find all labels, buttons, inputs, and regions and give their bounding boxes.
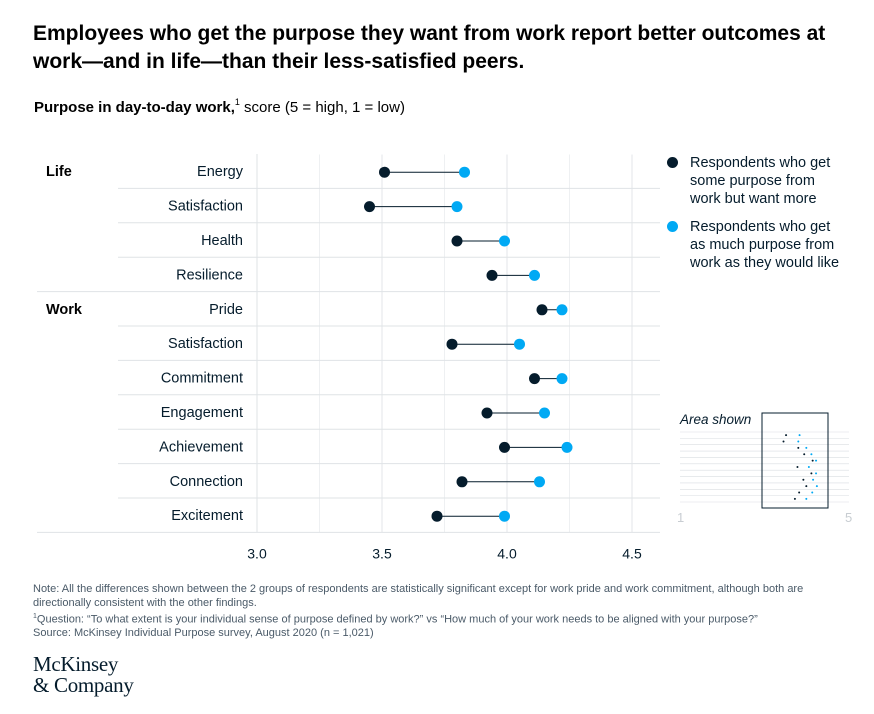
dot-as-much <box>561 441 573 453</box>
legend-item-want-more: Respondents who get some purpose from wo… <box>667 154 867 208</box>
dot-as-much <box>514 338 525 350</box>
x-tick-label: 3.0 <box>247 545 267 561</box>
footnote-mark: 1 <box>33 613 37 620</box>
inset-dot-as-much <box>815 459 818 462</box>
dot-want-more <box>379 166 390 178</box>
dot-as-much <box>499 235 510 247</box>
inset-dot-as-much <box>810 453 813 456</box>
note-text: Note: All the differences shown between … <box>33 583 804 609</box>
label-layer: Life Work Energy Satisfaction Health Resilien… <box>46 164 244 524</box>
dot-want-more <box>446 338 458 350</box>
inset-dot-as-much <box>812 478 815 481</box>
notes: Note: All the differences shown between … <box>33 583 858 641</box>
inset-thumbnail <box>680 412 849 509</box>
inset-dot-want-more <box>796 466 799 468</box>
inset-dot-as-much <box>811 491 814 494</box>
dot-as-much <box>556 373 568 385</box>
inset-dot-as-much <box>807 466 810 468</box>
source-text: Source: McKinsey Individual Purpose surv… <box>33 627 374 640</box>
legend: Respondents who get some purpose from wo… <box>667 154 867 282</box>
legend-label-line: some purpose from <box>690 173 815 189</box>
logo-line-2: & Company <box>33 673 134 697</box>
footnote-question: Question: “To what extent is your indivi… <box>36 613 758 626</box>
legend-item-as-much: Respondents who get as much purpose from… <box>667 218 867 272</box>
row-label: Resilience <box>176 267 243 283</box>
dumbbell-chart: Life Work Energy Satisfaction Health Resilien… <box>37 153 660 561</box>
dot-as-much <box>539 407 550 419</box>
row-label: Energy <box>197 164 244 180</box>
dot-want-more <box>481 407 493 419</box>
dot-want-more <box>364 201 375 213</box>
inset-dot-want-more <box>798 491 801 494</box>
chart-subtitle: Purpose in day-to-day work,1 score (5 = … <box>34 97 405 116</box>
footnote-text: 1Question: “To what extent is your indiv… <box>33 610 858 627</box>
dot-want-more <box>456 476 468 488</box>
x-tick-label: 4.0 <box>497 545 517 561</box>
subtitle-footnote-mark: 1 <box>234 97 240 107</box>
row-label: Commitment <box>161 371 243 387</box>
area-shown-inset: Area shown 1 5 <box>677 410 857 525</box>
inset-title: Area shown <box>680 412 752 427</box>
grid-layer <box>37 153 660 533</box>
inset-dot-want-more <box>803 453 806 456</box>
legend-label-line: as much purpose from <box>690 237 835 253</box>
dot-as-much <box>499 510 510 522</box>
dot-want-more <box>536 304 548 316</box>
row-label: Achievement <box>159 439 243 455</box>
inset-min-label: 1 <box>677 510 685 525</box>
inset-dot-want-more <box>785 434 788 437</box>
row-label: Pride <box>209 302 243 318</box>
chart-title: Employees who get the purpose they want … <box>33 22 826 73</box>
tick-layer: 3.0 3.5 4.0 4.5 <box>247 545 642 561</box>
dark-dot-icon <box>667 157 678 168</box>
inset-dot-as-much <box>805 446 808 449</box>
inset-dot-as-much <box>798 434 801 437</box>
row-label: Satisfaction <box>168 199 243 215</box>
row-label: Engagement <box>161 405 243 421</box>
dot-as-much <box>459 166 470 178</box>
row-label: Connection <box>170 474 243 490</box>
dot-want-more <box>499 441 510 453</box>
dot-as-much <box>534 476 545 488</box>
row-label: Excitement <box>171 508 243 524</box>
inset-dot-want-more <box>805 485 808 488</box>
legend-label-line: Respondents who get <box>690 155 831 171</box>
row-label: Satisfaction <box>168 336 243 352</box>
group-label-work: Work <box>46 302 83 318</box>
legend-label-line: work but want more <box>690 191 817 207</box>
inset-dots <box>782 434 818 500</box>
inset-dot-want-more <box>782 440 785 443</box>
dot-as-much <box>556 304 568 316</box>
group-label-life: Life <box>46 164 72 180</box>
mckinsey-logo: McKinsey & Company <box>33 654 134 696</box>
dot-as-much <box>451 201 463 213</box>
legend-label-line: work as they would like <box>690 255 840 271</box>
inset-grid <box>680 431 849 503</box>
dot-want-more <box>431 510 443 522</box>
dot-want-more <box>451 235 463 247</box>
inset-max-label: 5 <box>845 510 853 525</box>
inset-dot-as-much <box>815 472 818 475</box>
row-label: Health <box>201 233 243 249</box>
inset-dot-want-more <box>811 459 814 462</box>
mark-layer <box>364 166 573 522</box>
x-tick-label: 3.5 <box>372 545 392 561</box>
inset-dot-as-much <box>805 497 808 500</box>
x-tick-label: 4.5 <box>622 545 642 561</box>
inset-area-box <box>761 412 829 509</box>
inset-dot-want-more <box>797 446 800 449</box>
legend-label-line: Respondents who get <box>690 219 831 235</box>
subtitle-bold: Purpose in day-to-day work, <box>34 99 235 116</box>
inset-dot-want-more <box>802 478 805 481</box>
subtitle-rest: score (5 = high, 1 = low) <box>239 99 405 116</box>
inset-dot-as-much <box>797 440 800 443</box>
dot-want-more <box>529 373 540 385</box>
inset-dot-want-more <box>793 497 796 500</box>
blue-dot-icon <box>667 221 678 232</box>
dot-as-much <box>529 269 540 281</box>
dot-want-more <box>486 269 498 281</box>
inset-dot-as-much <box>815 485 818 488</box>
logo-line-1: McKinsey <box>33 652 119 676</box>
inset-dot-want-more <box>810 472 813 475</box>
